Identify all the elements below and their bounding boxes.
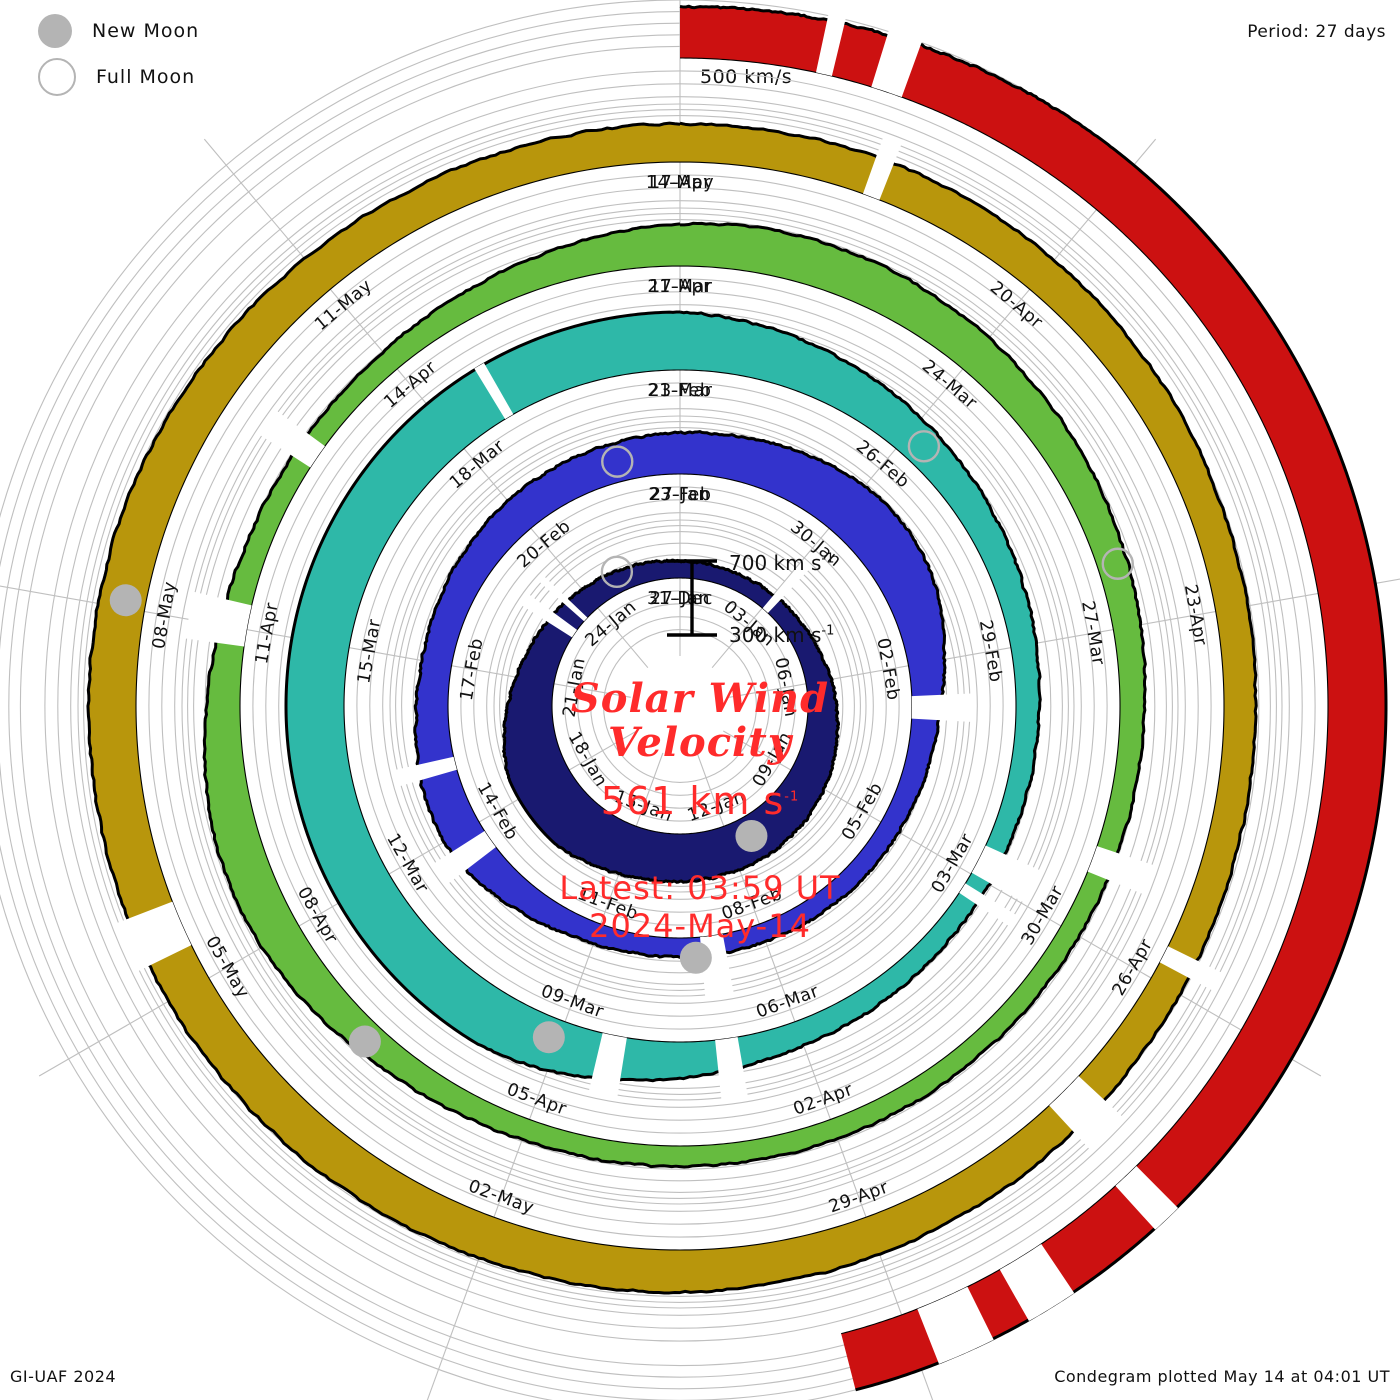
full-moon-marker — [907, 430, 941, 463]
data-gap — [959, 883, 1016, 926]
axis-label-500: 500 km/s — [700, 66, 793, 88]
data-gap — [862, 137, 902, 200]
footer-plot-time: Condegram plotted May 14 at 04:01 UT — [1054, 1367, 1390, 1386]
date-label: 17-Apr — [649, 173, 711, 193]
ring-baseline-rotation-1 — [551, 577, 809, 835]
data-gap — [1115, 1166, 1179, 1230]
period-label: Period: 27 days — [1247, 22, 1386, 42]
scalebar-glyph — [667, 559, 717, 637]
page-title-line1: Solar Wind — [570, 675, 830, 722]
date-label: 27-Jan — [650, 589, 710, 609]
page-title-line2: Velocity — [608, 719, 792, 766]
data-gap — [715, 1037, 748, 1099]
legend-label-full-moon: Full Moon — [96, 66, 196, 88]
current-velocity-value: 561 km s-1 — [600, 779, 800, 823]
date-label: 14-May — [646, 173, 714, 193]
ring-baseline-rotation-4 — [239, 265, 1121, 1147]
data-gap — [395, 756, 457, 787]
new-moon-marker — [348, 1025, 381, 1058]
date-label: 23-Feb — [648, 381, 711, 401]
scalebar-label-top: 700 km s-1 — [729, 551, 835, 575]
date-label: 27-Mar — [1077, 599, 1108, 667]
velocity-rings — [86, 4, 1388, 1392]
center-title-block: Solar Wind Velocity 561 km s-1 Latest: 0… — [440, 675, 960, 946]
ring-trace-rotation-1 — [502, 558, 841, 884]
new-moon-marker — [109, 584, 142, 617]
ring-baseline-rotation-2 — [447, 473, 913, 939]
data-gap — [539, 576, 588, 622]
date-label: 29-Feb — [975, 618, 1006, 684]
date-label: 23-Feb — [648, 485, 711, 505]
data-gap — [260, 411, 325, 468]
legend-item-full-moon: Full Moon — [22, 54, 322, 100]
new-moon-marker — [679, 941, 712, 974]
open-circle-icon — [38, 58, 76, 96]
date-label: 08-May — [149, 580, 181, 651]
ring-baseline-rotation-6-current — [679, 57, 1329, 1335]
velocity-scalebar: 700 km s-1 300 km s-1 — [655, 545, 960, 655]
data-gap — [522, 594, 578, 638]
data-gap — [185, 591, 252, 647]
data-gap — [1087, 846, 1154, 894]
data-gap — [999, 1243, 1075, 1322]
data-gap — [474, 362, 514, 420]
legend-item-new-moon: New Moon — [22, 8, 322, 54]
ring-trace-rotation-3 — [284, 310, 1042, 1083]
data-gap — [117, 901, 192, 972]
data-gap — [871, 30, 922, 98]
date-label: 27-Jan — [650, 485, 710, 505]
data-gap — [1049, 1076, 1123, 1149]
full-moon-marker — [601, 445, 634, 478]
full-moon-marker — [600, 555, 634, 589]
filled-circle-icon — [38, 14, 72, 48]
latest-time: Latest: 03:59 UT — [559, 869, 841, 907]
center-readout: 700 km s-1 300 km s-1 Solar Wind Velocit… — [440, 545, 960, 945]
date-label: 17-Apr — [649, 277, 711, 297]
date-label: 11-Apr — [252, 601, 283, 666]
date-label: 21-Mar — [647, 277, 712, 297]
grid-spoke — [729, 578, 1400, 698]
date-label: 31-Dec — [647, 589, 713, 609]
full-moon-marker — [1101, 547, 1134, 580]
data-gap — [971, 845, 1040, 903]
data-gap — [762, 562, 809, 613]
date-label: 15-Mar — [354, 617, 385, 685]
ring-baseline-rotation-5 — [135, 161, 1225, 1251]
new-moon-marker — [735, 819, 768, 852]
ring-trace-rotation-4 — [202, 221, 1147, 1169]
data-gap — [1159, 946, 1222, 991]
legend-label-new-moon: New Moon — [92, 20, 200, 42]
new-moon-marker — [532, 1021, 565, 1054]
data-gap — [434, 831, 496, 884]
data-gap — [911, 693, 972, 722]
ring-baseline-rotation-3 — [343, 369, 1017, 1043]
latest-timestamp: Latest: 03:59 UT 2024-May-14 — [440, 869, 960, 945]
data-gap — [588, 1032, 627, 1097]
footer-credit: GI-UAF 2024 — [10, 1367, 117, 1386]
data-gap — [815, 14, 846, 77]
data-gap — [917, 1286, 994, 1365]
ring-trace-rotation-6-current — [679, 4, 1388, 1392]
moon-markers — [109, 430, 1134, 1058]
date-label: 21-Mar — [647, 381, 712, 401]
latest-date: 2024-May-14 — [589, 907, 811, 945]
date-label: 23-Apr — [1180, 583, 1211, 648]
ring-fill-rotation-1 — [503, 560, 839, 883]
ring-trace-rotation-5 — [86, 121, 1258, 1295]
scalebar-label-bottom: 300 km s-1 — [729, 623, 835, 647]
grid-spoke — [711, 138, 1157, 669]
moon-legend: New Moon Full Moon — [22, 8, 322, 100]
